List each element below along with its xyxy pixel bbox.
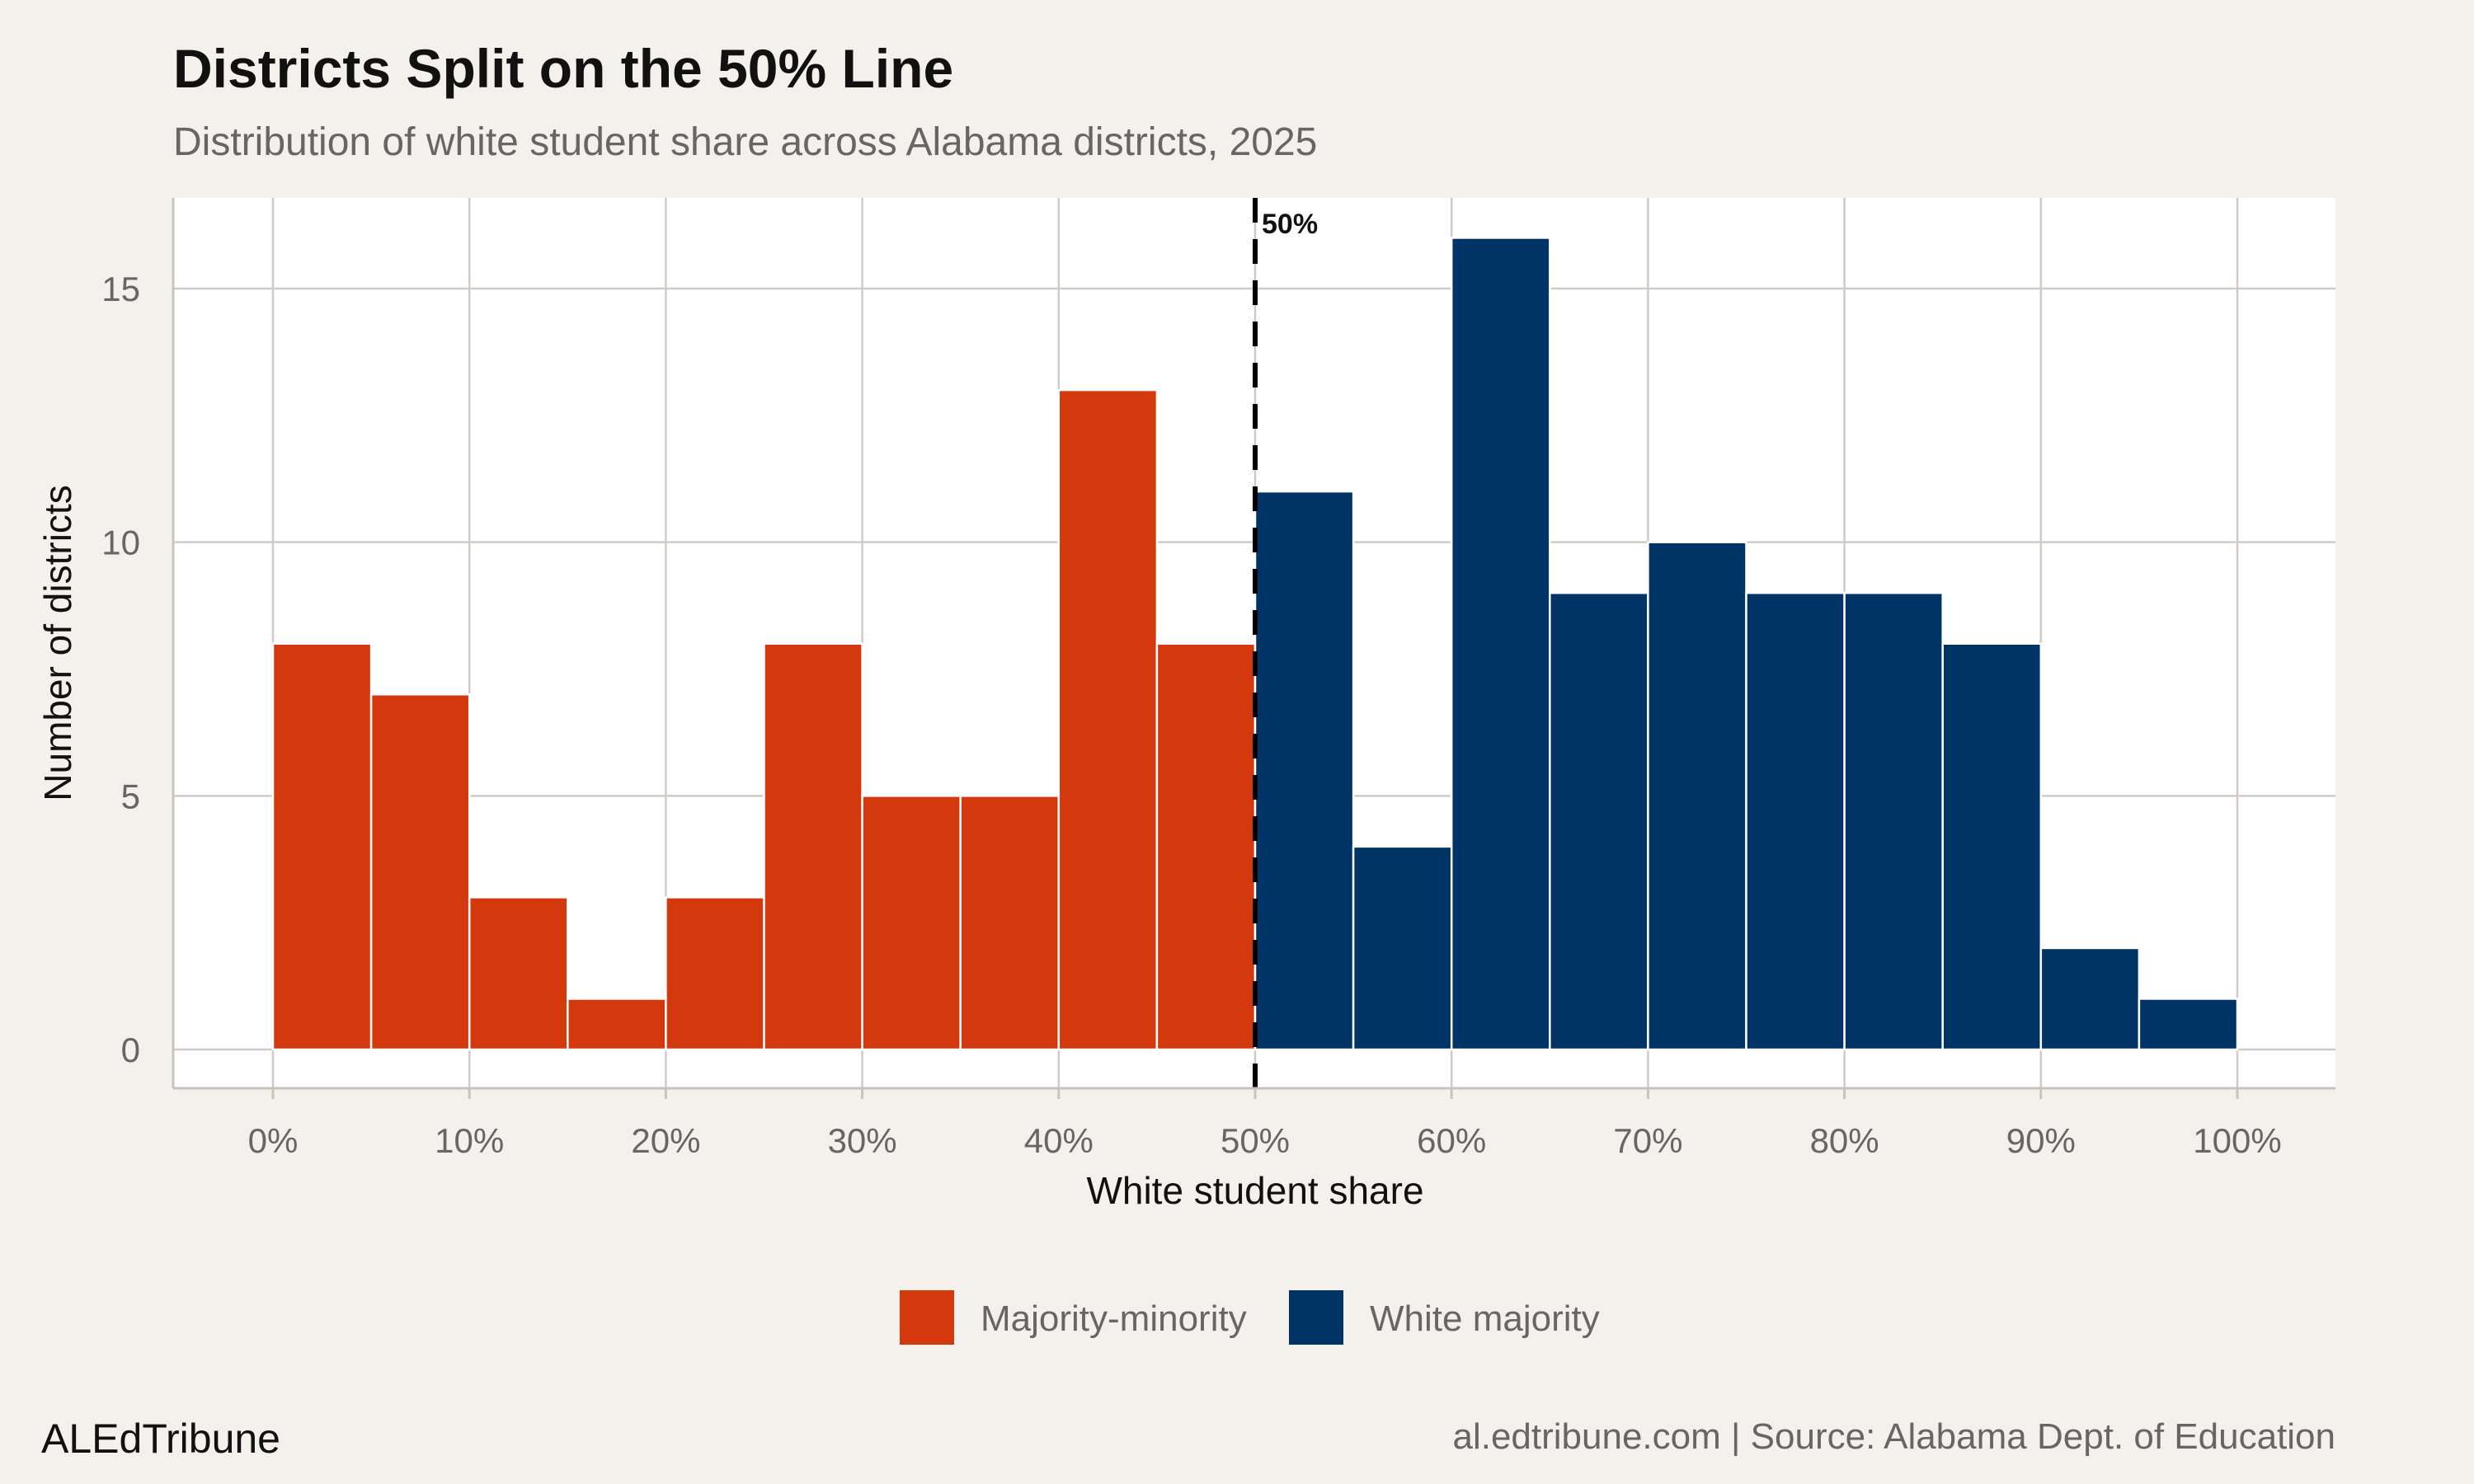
reference-line-label: 50% [1262, 209, 1318, 240]
histogram-bar [1352, 845, 1453, 1051]
histogram-bar [1450, 237, 1551, 1051]
histogram-bar [665, 896, 765, 1051]
histogram-bar [763, 642, 863, 1051]
x-tick-label: 70% [1613, 1121, 1682, 1160]
histogram-bar [1549, 591, 1649, 1051]
y-tick-label: 10 [101, 524, 140, 562]
x-tick-label: 60% [1417, 1121, 1486, 1160]
legend: Majority-minority White majority [900, 1290, 1600, 1345]
x-tick-label: 30% [828, 1121, 897, 1160]
histogram-bar [567, 998, 667, 1051]
legend-swatch-majority-minority [900, 1290, 954, 1345]
histogram-bar [1155, 642, 1257, 1051]
y-tick-label: 15 [101, 270, 140, 308]
histogram-bar [1941, 642, 2043, 1051]
histogram-bar [1647, 541, 1747, 1051]
x-axis-label: White student share [1086, 1169, 1423, 1212]
histogram-bar [369, 693, 471, 1051]
y-axis-label: Number of districts [36, 485, 79, 801]
x-tick-label: 20% [631, 1121, 700, 1160]
x-tick-label: 10% [435, 1121, 504, 1160]
legend-label-majority-minority: Majority-minority [981, 1298, 1247, 1339]
x-tick-label: 100% [2193, 1121, 2281, 1160]
histogram-bar [1745, 591, 1846, 1051]
x-tick-label: 90% [2006, 1121, 2076, 1160]
source-note: al.edtribune.com | Source: Alabama Dept.… [1452, 1416, 2335, 1457]
histogram-bar [2138, 998, 2239, 1051]
histogram-bar [1057, 388, 1159, 1051]
x-tick-label: 40% [1024, 1121, 1094, 1160]
histogram-bar [271, 642, 373, 1051]
legend-label-white-majority: White majority [1370, 1298, 1600, 1339]
histogram-bar [2039, 946, 2141, 1051]
x-tick-label: 50% [1221, 1121, 1290, 1160]
histogram-bar [468, 896, 569, 1051]
y-tick-label: 5 [121, 777, 140, 815]
histogram-bar [959, 795, 1061, 1051]
histogram-bar [1843, 591, 1944, 1051]
histogram-bar [1253, 490, 1355, 1051]
brand-logo-text: ALEdTribune [41, 1416, 280, 1462]
histogram-bar [861, 795, 962, 1051]
x-tick-label: 0% [248, 1121, 299, 1160]
x-tick-label: 80% [1810, 1121, 1879, 1160]
y-tick-label: 0 [121, 1031, 140, 1069]
chart-subtitle: Distribution of white student share acro… [173, 120, 1317, 164]
legend-swatch-white-majority [1289, 1290, 1343, 1345]
chart-title: Districts Split on the 50% Line [173, 38, 953, 99]
